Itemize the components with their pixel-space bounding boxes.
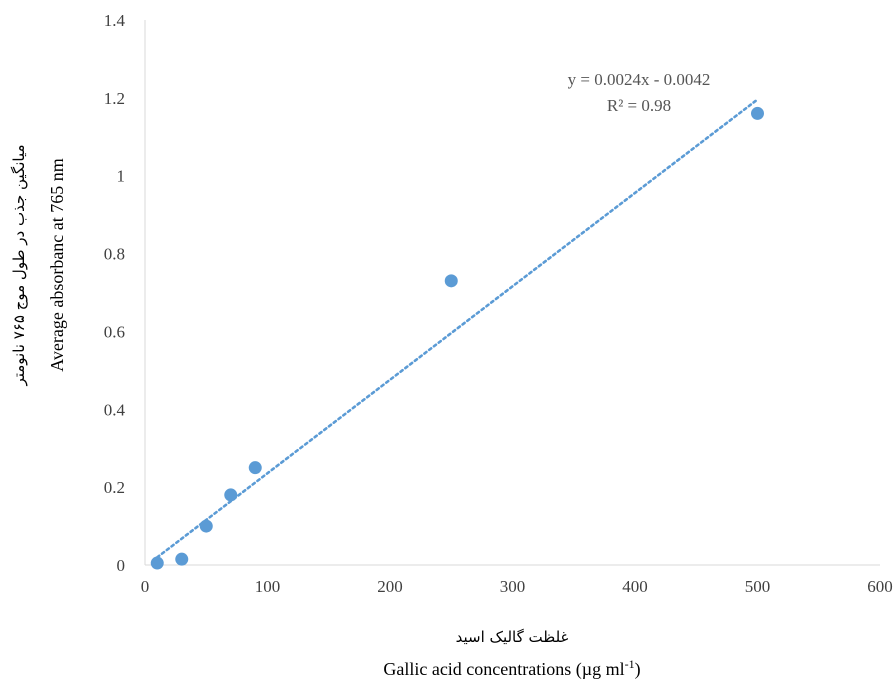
- y-tick-label: 0.2: [104, 478, 125, 497]
- x-tick-label: 0: [141, 577, 150, 596]
- y-tick-labels: 0 0.2 0.4 0.6 0.8 1 1.2 1.4: [104, 11, 126, 575]
- data-point: [199, 519, 213, 533]
- y-tick-label: 1.4: [104, 11, 126, 30]
- data-point: [224, 488, 238, 502]
- y-axis-title: Average absorbanc at 765 nm: [47, 158, 67, 372]
- y-tick-label: 1.2: [104, 89, 125, 108]
- x-axis-title-prefix: Gallic acid concentrations (µg ml: [383, 659, 624, 680]
- x-tick-label: 300: [500, 577, 526, 596]
- x-axis-title-suffix: ): [635, 659, 641, 680]
- x-tick-label: 200: [377, 577, 403, 596]
- x-tick-label: 100: [255, 577, 281, 596]
- data-point: [175, 552, 189, 566]
- x-axis-title-persian: غلظت گالیک اسید: [456, 628, 569, 646]
- y-tick-label: 1: [117, 167, 126, 186]
- data-point: [444, 274, 458, 288]
- x-tick-label: 400: [622, 577, 648, 596]
- x-tick-label: 500: [745, 577, 771, 596]
- data-points: [150, 106, 764, 570]
- data-point: [248, 461, 262, 475]
- y-tick-label: 0.4: [104, 400, 126, 419]
- y-tick-label: 0.8: [104, 245, 125, 264]
- trendline: [155, 98, 759, 559]
- x-tick-labels: 0 100 200 300 400 500 600: [141, 577, 893, 596]
- r-squared-label: R² = 0.98: [607, 96, 671, 115]
- x-axis-title: Gallic acid concentrations (µg ml-1): [383, 657, 640, 680]
- data-point: [751, 106, 764, 120]
- data-point: [150, 556, 164, 570]
- x-axis-title-superscript: -1: [625, 657, 635, 671]
- x-tick-label: 600: [867, 577, 893, 596]
- y-axis-title-persian: میانگین جذب در طول موج ۷۶۵ نانومتر: [10, 144, 29, 386]
- y-tick-label: 0: [117, 556, 126, 575]
- trendline-equation: y = 0.0024x - 0.0042: [568, 70, 711, 89]
- y-tick-label: 0.6: [104, 322, 125, 341]
